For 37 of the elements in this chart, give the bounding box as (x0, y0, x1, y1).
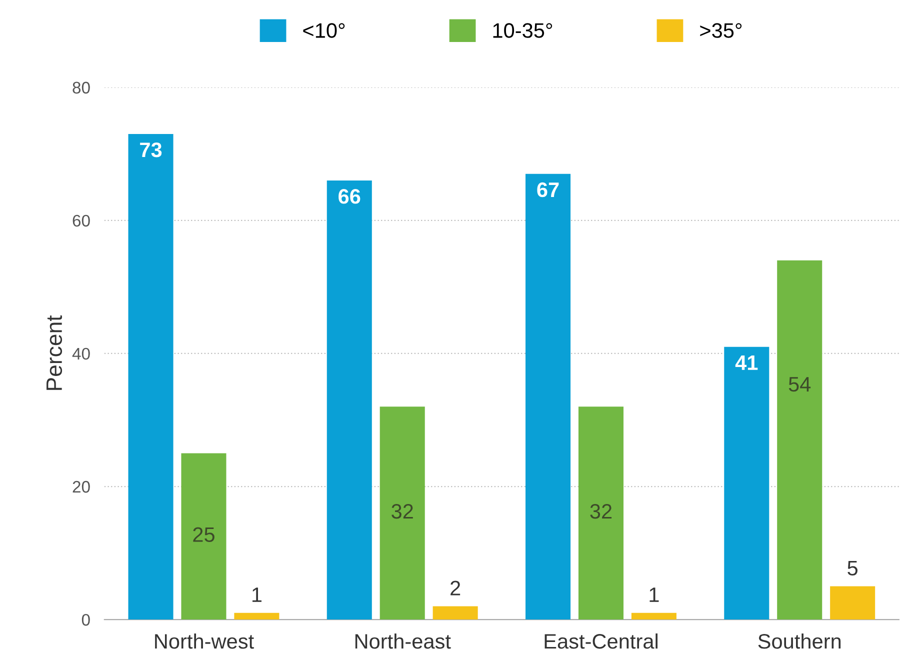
data-label: 66 (338, 189, 360, 204)
y-tick-label: 60 (72, 214, 90, 227)
legend-label: 10-35° (493, 23, 552, 38)
bar (326, 180, 372, 620)
data-label: 2 (450, 580, 460, 596)
data-label: 32 (590, 504, 612, 519)
data-label: 5 (848, 560, 858, 576)
bar (631, 612, 676, 620)
data-label: 1 (252, 588, 262, 602)
y-tick-label: 80 (72, 82, 90, 94)
bar (128, 134, 174, 620)
bar (234, 612, 280, 620)
y-tick-label: 20 (72, 480, 90, 493)
data-label: 25 (193, 527, 214, 542)
bar (578, 406, 624, 620)
x-tick-label: North-east (355, 633, 451, 649)
bar (380, 406, 425, 620)
data-label: 41 (735, 356, 758, 370)
legend-label: >35° (700, 23, 742, 38)
data-label: 73 (140, 142, 162, 158)
data-label: 1 (650, 588, 659, 602)
data-label: 32 (392, 504, 413, 519)
legend-label: <10° (303, 23, 345, 38)
bar (526, 174, 571, 620)
y-tick-label: 0 (82, 614, 90, 626)
data-label: 67 (537, 182, 559, 198)
data-label: 54 (788, 377, 811, 392)
bar (432, 606, 478, 620)
y-axis-title: Percent (46, 315, 62, 390)
bar (777, 260, 822, 620)
y-tick-label: 40 (72, 348, 90, 360)
x-tick-label: Southern (758, 633, 841, 649)
bar (181, 453, 226, 620)
x-tick-label: East-Central (544, 633, 658, 649)
x-tick-label: North-west (155, 633, 254, 649)
bar (724, 346, 770, 620)
bar (830, 586, 876, 620)
